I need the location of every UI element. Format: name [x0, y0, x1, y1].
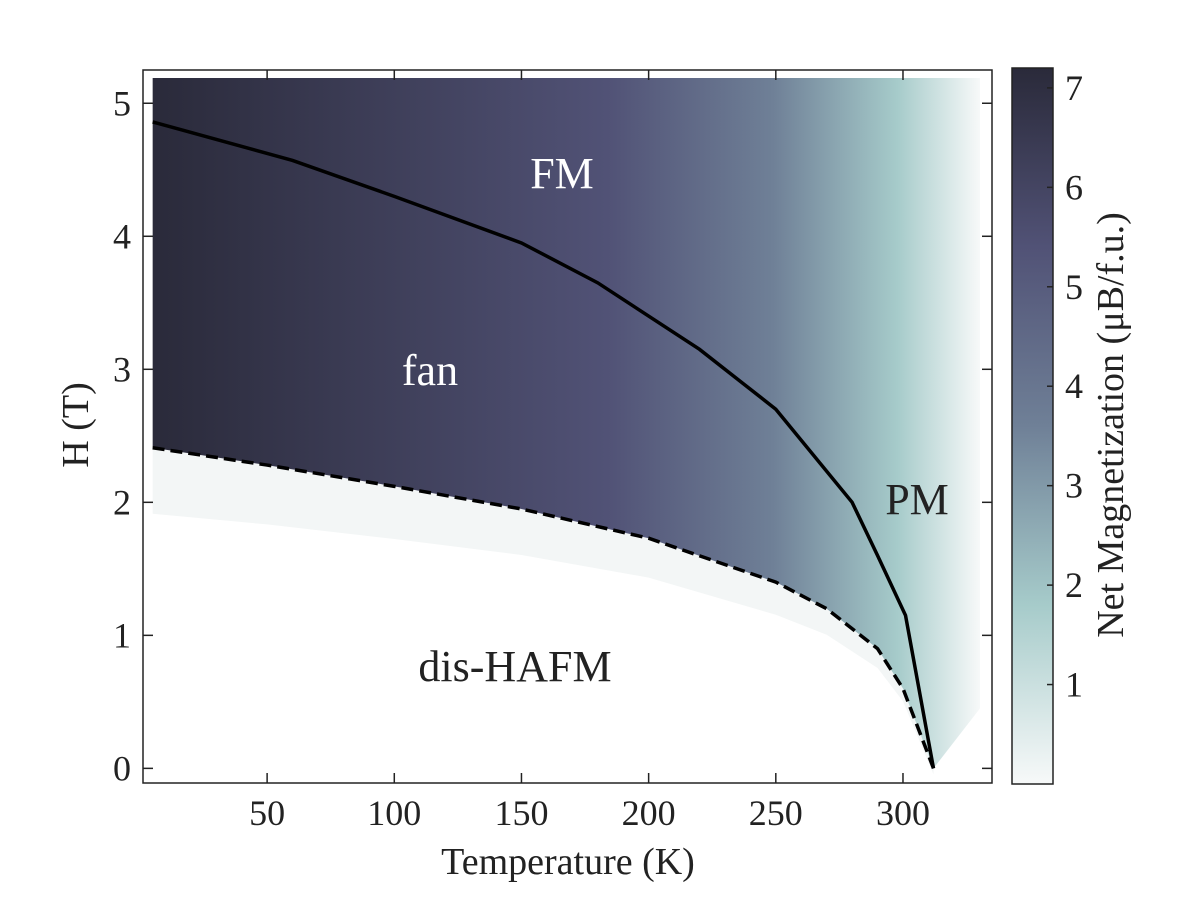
y-tick-label: 1 — [113, 615, 131, 655]
x-axis-label: Temperature (K) — [441, 841, 695, 883]
hafm-band — [152, 447, 934, 775]
colorbar-tick-label: 3 — [1065, 466, 1083, 506]
x-tick-label: 50 — [249, 793, 285, 833]
colorbar-tick-label: 5 — [1065, 267, 1083, 307]
colorbar-tick-label: 7 — [1065, 68, 1083, 108]
colorbar-label: Net Magnetization (μB/f.u.) — [1090, 212, 1132, 638]
phase-label: dis-HAFM — [418, 642, 611, 691]
colorbar-tick-label: 4 — [1065, 366, 1083, 406]
axes-frame — [142, 69, 993, 784]
x-tick-label: 200 — [622, 793, 676, 833]
magnetization-field — [152, 78, 981, 769]
x-tick-label: 300 — [876, 793, 930, 833]
y-tick-label: 0 — [113, 748, 131, 788]
colorbar-tick-label: 2 — [1065, 565, 1083, 605]
y-tick-label: 5 — [113, 83, 131, 123]
x-tick-label: 100 — [367, 793, 421, 833]
phase-boundary — [152, 120, 936, 769]
y-tick-label: 2 — [113, 482, 131, 522]
x-tick-label: 250 — [749, 793, 803, 833]
phase-label: FM — [530, 149, 594, 198]
y-tick-label: 3 — [113, 349, 131, 389]
phase-label: fan — [402, 346, 458, 395]
x-tick-label: 150 — [494, 793, 548, 833]
phase-boundary — [152, 446, 936, 769]
colorbar-tick-label: 1 — [1065, 665, 1083, 705]
phase-label: PM — [885, 475, 949, 524]
y-axis-label: H (T) — [55, 382, 97, 467]
colorbar — [1011, 67, 1054, 785]
colorbar-tick-label: 6 — [1065, 167, 1083, 207]
y-tick-label: 4 — [113, 216, 131, 256]
